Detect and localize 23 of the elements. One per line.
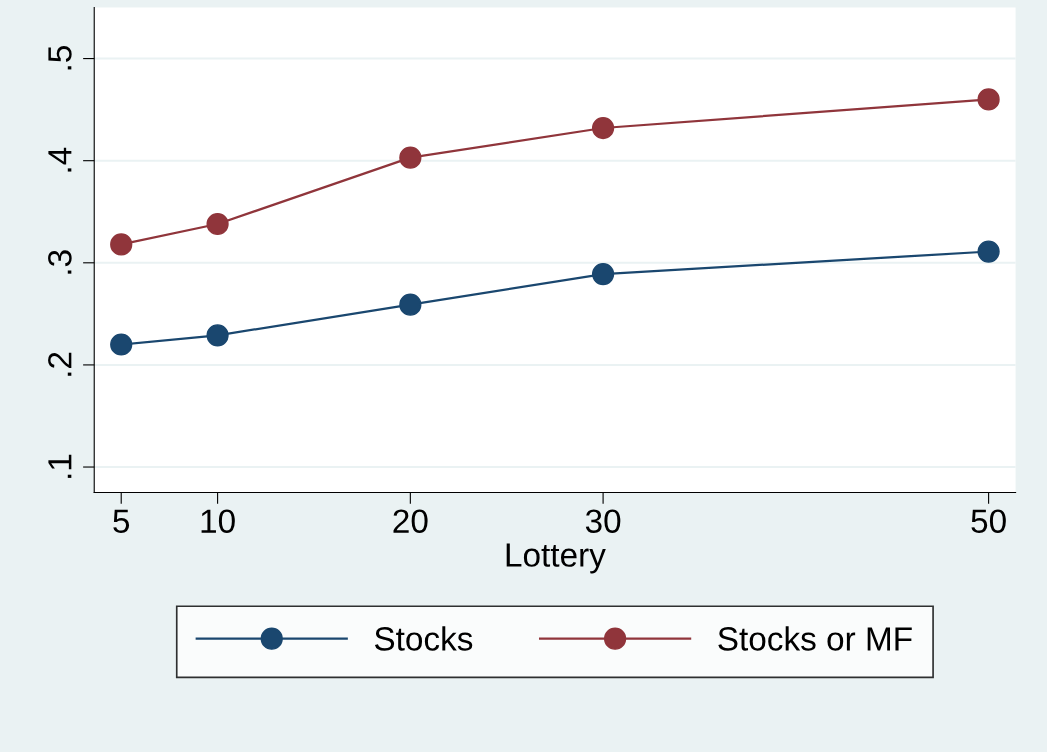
x-axis-title: Lottery — [506, 543, 606, 574]
point — [206, 324, 229, 347]
point — [399, 146, 422, 169]
y-tick-label: .4 — [48, 147, 72, 172]
x-tick-label: 10 — [201, 509, 235, 534]
y-tick-label: .5 — [48, 46, 72, 70]
point — [206, 212, 229, 236]
x-tick-label: 5 — [113, 509, 130, 534]
y-tick-label: .1 — [48, 454, 72, 478]
y-tick-label: .3 — [48, 250, 72, 274]
point — [977, 88, 1000, 111]
point — [110, 233, 133, 256]
x-tick-label: 30 — [585, 509, 621, 534]
legend-label: Stocks or MF — [718, 626, 912, 651]
x-tick-label: 50 — [971, 509, 1006, 534]
x-tick-label: 20 — [393, 509, 428, 534]
point — [110, 333, 133, 356]
legend-label: Stocks — [374, 626, 473, 651]
point — [591, 262, 615, 286]
point — [399, 293, 422, 316]
point — [977, 240, 1000, 263]
point — [591, 116, 615, 140]
y-tick-label: .2 — [48, 352, 72, 376]
